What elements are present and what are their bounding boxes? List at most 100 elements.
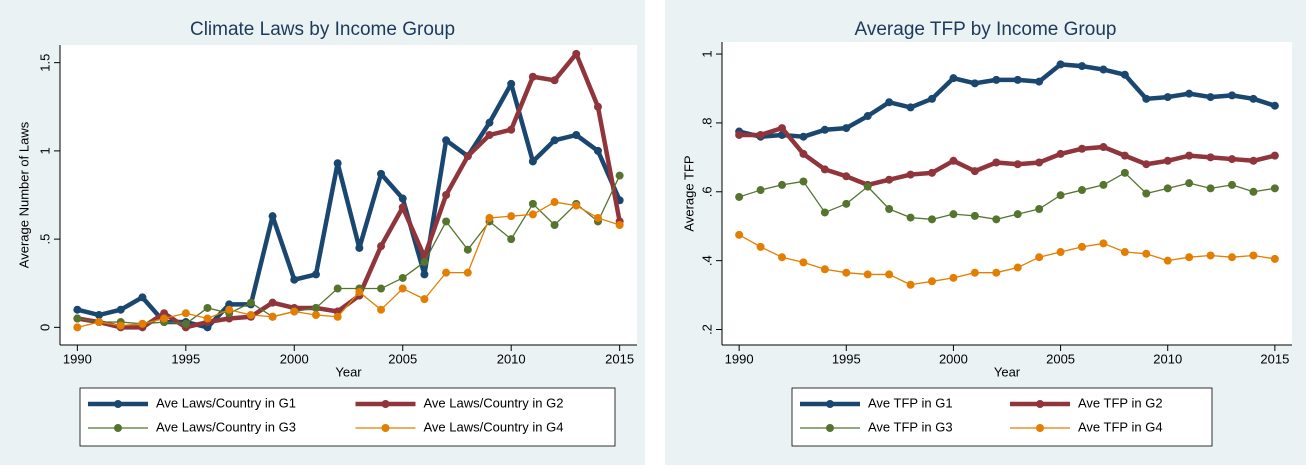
point	[268, 298, 277, 307]
point	[820, 125, 829, 134]
point	[203, 303, 212, 312]
point	[116, 305, 125, 314]
x-axis-label: Year	[994, 364, 1021, 379]
x-tick-label: 2015	[605, 351, 634, 366]
point	[949, 74, 958, 83]
point	[1142, 160, 1151, 169]
point	[463, 245, 472, 254]
chart-title: Average TFP by Income Group	[855, 19, 1117, 40]
point	[756, 186, 765, 195]
y-tick-label: .8	[699, 117, 714, 128]
x-tick-label: 2010	[497, 351, 526, 366]
point	[1120, 248, 1129, 257]
point	[420, 258, 429, 267]
point	[1078, 62, 1086, 71]
x-tick-label: 1990	[63, 351, 92, 366]
point	[1078, 144, 1086, 153]
point	[593, 213, 602, 222]
y-tick-label: 1.5	[37, 54, 52, 72]
point	[398, 273, 407, 282]
point	[1249, 187, 1258, 196]
legend-label: Ave TFP in G3	[868, 419, 953, 434]
point	[442, 136, 451, 145]
point	[1228, 155, 1236, 164]
legend-label: Ave Laws/Country in G3	[156, 419, 296, 434]
point	[377, 305, 386, 314]
point	[970, 268, 979, 277]
point	[1013, 210, 1022, 219]
point	[138, 293, 147, 302]
point	[246, 311, 255, 319]
point	[311, 303, 320, 312]
point	[95, 311, 104, 319]
point	[1206, 153, 1215, 162]
legend-marker	[381, 400, 390, 408]
point	[1228, 91, 1236, 100]
point	[1163, 184, 1172, 193]
point	[1142, 94, 1151, 103]
point	[1056, 149, 1065, 158]
y-tick-label: .4	[699, 255, 714, 266]
point	[615, 171, 624, 180]
point	[906, 213, 915, 222]
point	[842, 268, 851, 277]
point	[1142, 189, 1151, 198]
y-tick-label: .6	[699, 186, 714, 197]
point	[1120, 151, 1129, 160]
point	[885, 204, 894, 213]
point	[735, 192, 744, 201]
legend-label: Ave TFP in G1	[868, 395, 953, 410]
point	[311, 311, 320, 319]
point	[377, 242, 386, 251]
point	[593, 102, 602, 111]
legend-marker	[826, 400, 834, 408]
point	[73, 305, 82, 314]
point	[268, 312, 277, 321]
x-axis-label: Year	[335, 364, 362, 379]
point	[95, 318, 104, 327]
x-tick-label: 2000	[280, 351, 309, 366]
point	[906, 103, 915, 112]
point	[1056, 60, 1065, 69]
point	[1142, 249, 1151, 258]
point	[550, 221, 559, 229]
point	[863, 112, 872, 121]
point	[842, 199, 851, 208]
point	[528, 199, 537, 208]
point	[420, 270, 429, 279]
point	[485, 213, 494, 222]
x-tick-label: 2005	[1046, 351, 1075, 366]
point	[615, 221, 624, 229]
point	[463, 152, 472, 161]
x-tick-label: 1995	[171, 351, 200, 366]
legend-marker	[1036, 400, 1044, 408]
point	[1099, 180, 1108, 189]
y-tick-label: 1	[37, 147, 52, 154]
point	[928, 277, 936, 286]
point	[550, 76, 559, 85]
y-axis-label: Average TFP	[681, 155, 696, 231]
point	[799, 149, 808, 158]
point	[160, 314, 169, 323]
point	[1228, 180, 1236, 189]
x-tick-label: 2000	[939, 351, 968, 366]
point	[1228, 253, 1236, 262]
point	[820, 208, 829, 217]
point	[1120, 70, 1129, 79]
point	[906, 280, 915, 289]
point	[485, 131, 494, 139]
point	[949, 210, 958, 219]
legend-label: Ave TFP in G2	[1078, 395, 1163, 410]
point	[398, 203, 407, 212]
point	[311, 270, 320, 279]
legend-label: Ave Laws/Country in G4	[424, 419, 564, 434]
point	[1078, 186, 1086, 195]
point	[778, 253, 786, 262]
point	[949, 273, 958, 282]
point	[442, 268, 451, 277]
point	[290, 275, 299, 284]
point	[420, 295, 429, 304]
point	[1185, 179, 1194, 188]
point	[799, 177, 808, 186]
